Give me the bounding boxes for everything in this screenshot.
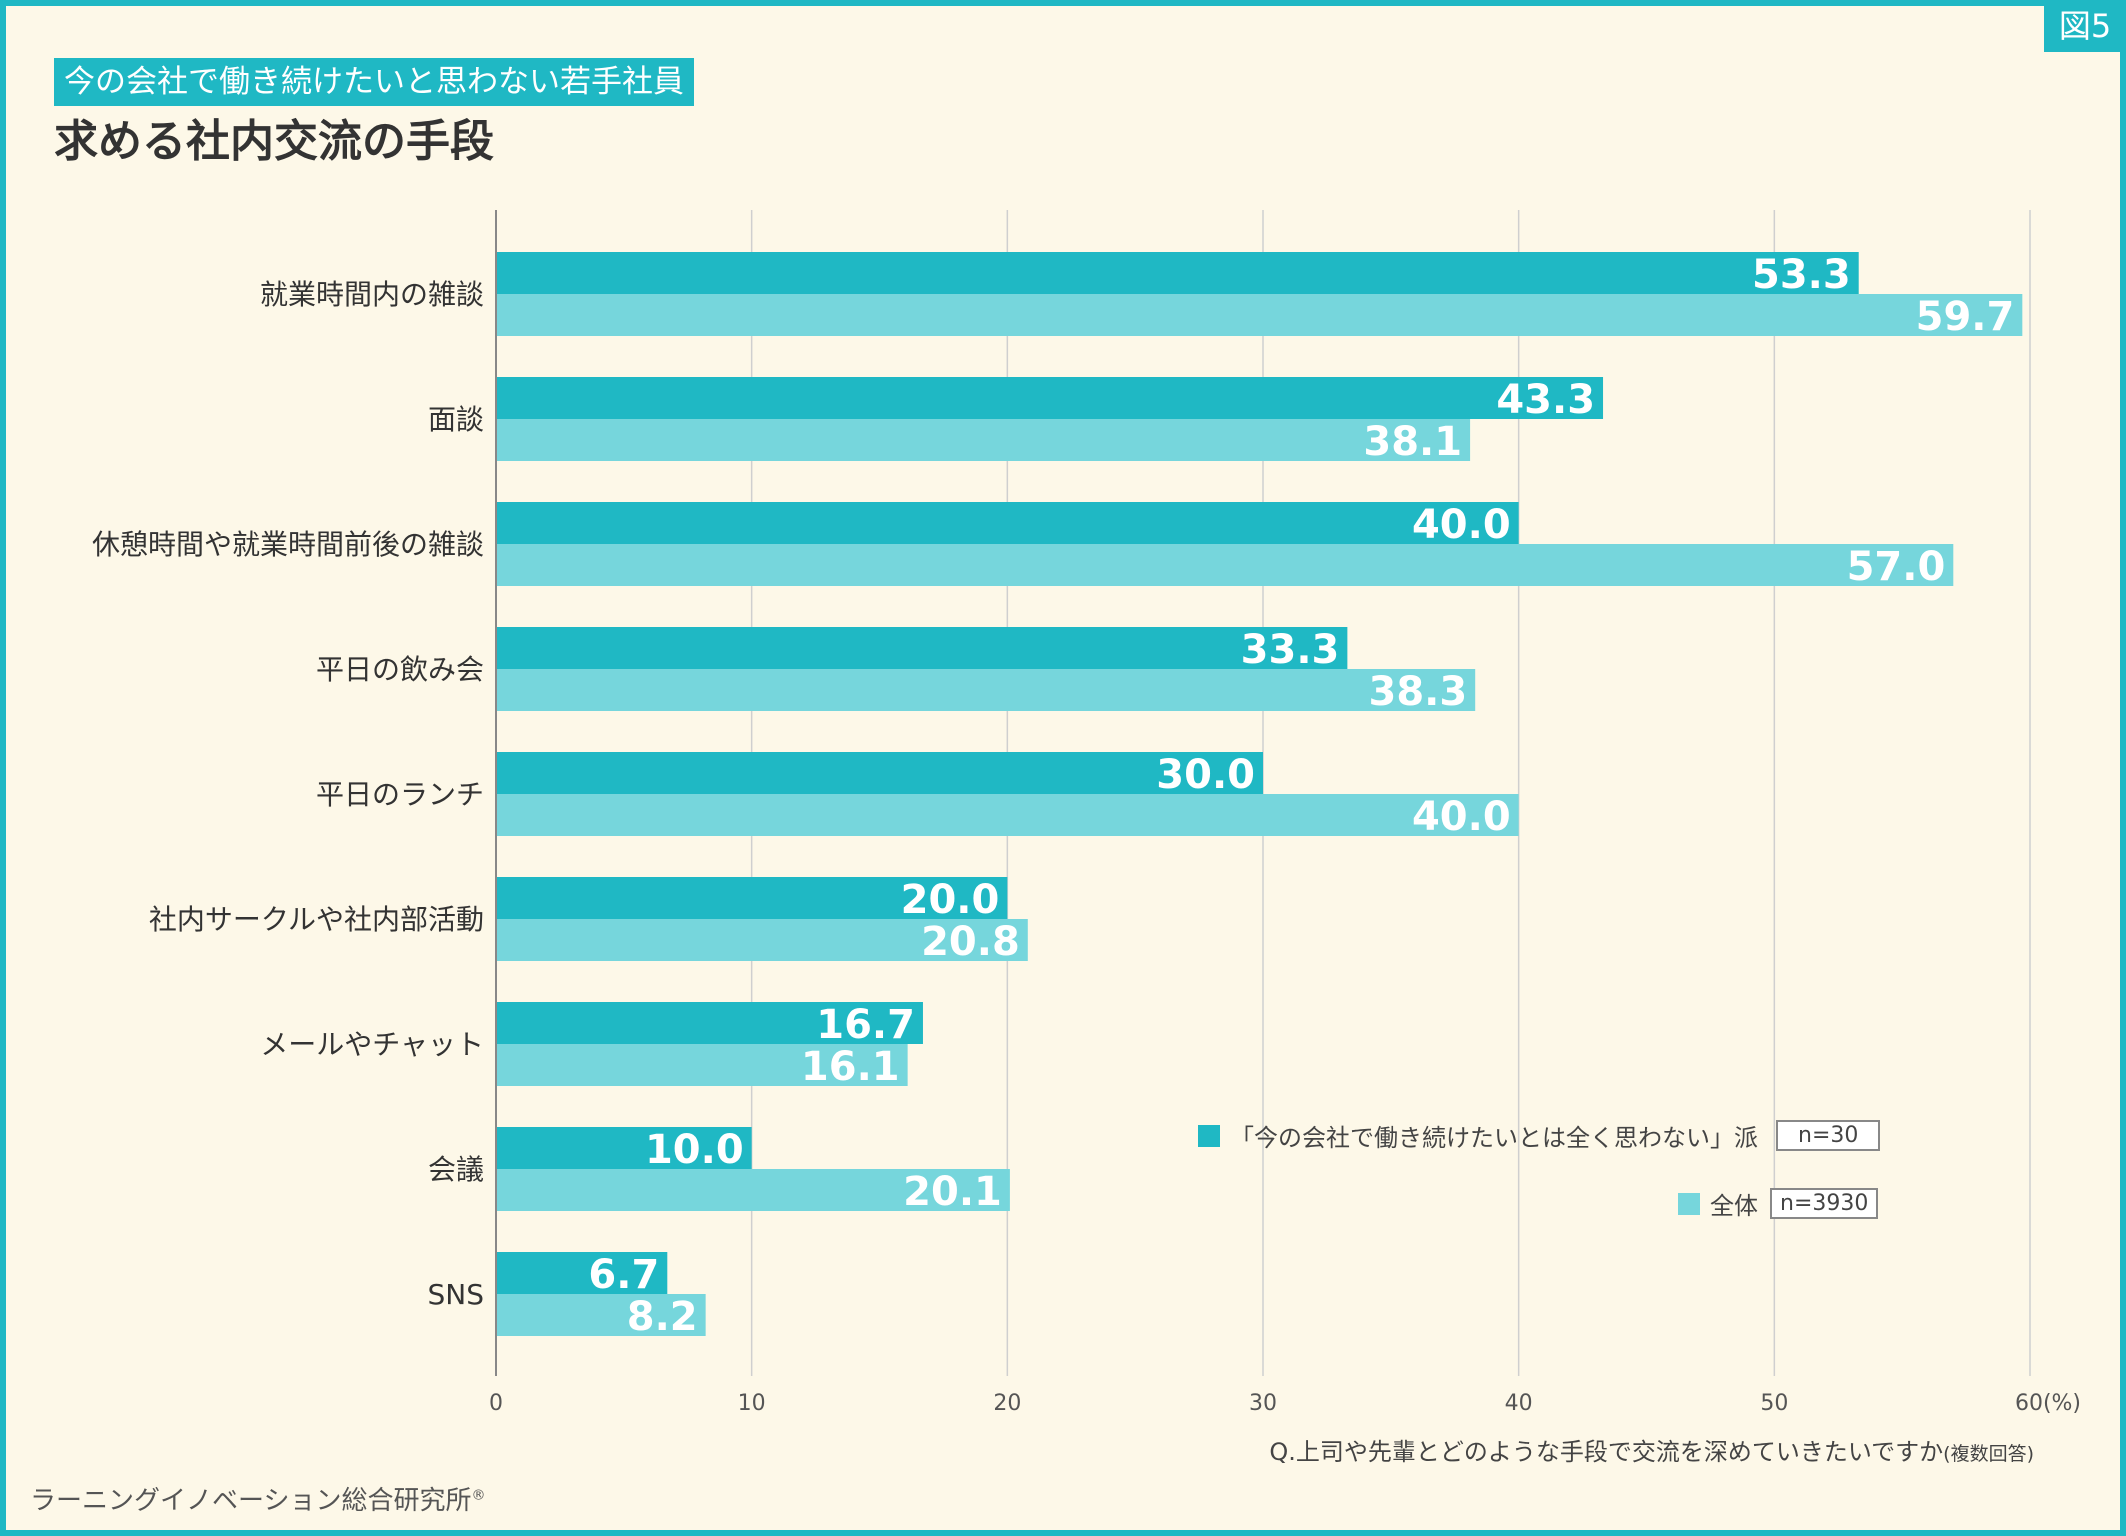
bar-series-2 xyxy=(497,669,1476,711)
bar-series-1 xyxy=(497,1002,923,1044)
bar-series-1 xyxy=(497,502,1519,544)
legend-label-series-2: 全体 xyxy=(1710,1192,1758,1220)
x-tick-label: 20 xyxy=(993,1391,1021,1416)
source-credit: ラーニングイノベーション総合研究所® xyxy=(30,1480,485,1517)
x-tick-label: 0 xyxy=(489,1391,503,1416)
x-tick-label: 50 xyxy=(1760,1391,1788,1416)
legend-n-series-1: n=30 xyxy=(1776,1120,1881,1151)
data-label-series-2: 59.7 xyxy=(1916,294,2015,340)
category-label: 休憩時間や就業時間前後の雑談 xyxy=(92,528,484,561)
data-label-series-2: 57.0 xyxy=(1847,544,1946,590)
source-text: ラーニングイノベーション総合研究所 xyxy=(30,1486,472,1516)
bar-series-1 xyxy=(497,377,1604,419)
legend-item-series-1: 「今の会社で働き続けたいとは全く思わない」派 n=30 xyxy=(1198,1118,1881,1153)
bar-series-1 xyxy=(497,752,1263,794)
bar-series-1 xyxy=(497,1252,668,1294)
bar-series-2 xyxy=(497,1044,908,1086)
bar-series-2 xyxy=(497,294,2023,336)
data-label-series-1: 53.3 xyxy=(1752,252,1851,298)
x-tick-label: 30 xyxy=(1249,1391,1277,1416)
bar-series-2 xyxy=(497,794,1519,836)
bar-series-1 xyxy=(497,252,1859,294)
bar-series-1 xyxy=(497,1127,752,1169)
survey-question-text: Q.上司や先輩とどのような手段で交流を深めていきたいですか xyxy=(1269,1438,1944,1466)
category-label: 会議 xyxy=(428,1153,484,1186)
data-label-series-2: 20.1 xyxy=(903,1169,1002,1215)
data-label-series-2: 16.1 xyxy=(801,1044,900,1090)
category-label: 面談 xyxy=(428,403,484,436)
category-label: メールやチャット xyxy=(260,1028,484,1061)
chart-title: 求める社内交流の手段 xyxy=(54,116,494,167)
bar-series-2 xyxy=(497,544,1954,586)
category-label: SNS xyxy=(428,1278,485,1311)
bar-series-1 xyxy=(497,877,1008,919)
data-label-series-1: 33.3 xyxy=(1241,627,1340,673)
legend-swatch-series-2 xyxy=(1678,1192,1700,1215)
category-label: 就業時間内の雑談 xyxy=(260,278,484,311)
x-tick-label: 60(%) xyxy=(2015,1391,2081,1416)
category-label: 平日のランチ xyxy=(316,778,484,811)
registered-mark: ® xyxy=(471,1487,486,1504)
category-label: 平日の飲み会 xyxy=(316,653,484,686)
data-label-series-1: 6.7 xyxy=(588,1252,659,1298)
legend-label-series-1: 「今の会社で働き続けたいとは全く思わない」派 xyxy=(1230,1124,1758,1152)
figure-number-badge: 図5 xyxy=(2044,0,2126,52)
chart-subtitle: 今の会社で働き続けたいと思わない若手社員 xyxy=(54,58,694,106)
data-label-series-2: 38.3 xyxy=(1369,669,1468,715)
data-label-series-1: 30.0 xyxy=(1156,752,1255,798)
bar-series-2 xyxy=(497,1169,1010,1211)
data-label-series-1: 40.0 xyxy=(1412,502,1511,548)
legend-n-series-2: n=3930 xyxy=(1770,1188,1879,1219)
survey-question: Q.上司や先輩とどのような手段で交流を深めていきたいですか(複数回答) xyxy=(1269,1432,2034,1467)
data-label-series-2: 8.2 xyxy=(627,1294,698,1340)
bar-series-2 xyxy=(497,1294,706,1336)
data-label-series-1: 43.3 xyxy=(1496,377,1595,423)
data-label-series-2: 38.1 xyxy=(1363,419,1462,465)
data-label-series-2: 20.8 xyxy=(921,919,1020,965)
bar-series-2 xyxy=(497,419,1471,461)
x-tick-label: 40 xyxy=(1505,1391,1533,1416)
bar-series-1 xyxy=(497,627,1348,669)
x-tick-label: 10 xyxy=(738,1391,766,1416)
data-label-series-1: 10.0 xyxy=(645,1127,744,1173)
bar-series-2 xyxy=(497,919,1028,961)
data-label-series-1: 20.0 xyxy=(901,877,1000,923)
category-label: 社内サークルや社内部活動 xyxy=(149,903,484,936)
legend-swatch-series-1 xyxy=(1198,1124,1220,1147)
data-label-series-2: 40.0 xyxy=(1412,794,1511,840)
survey-question-note: (複数回答) xyxy=(1943,1443,2034,1465)
legend-item-series-2: 全体 n=3930 xyxy=(1678,1186,1879,1221)
data-label-series-1: 16.7 xyxy=(816,1002,915,1048)
